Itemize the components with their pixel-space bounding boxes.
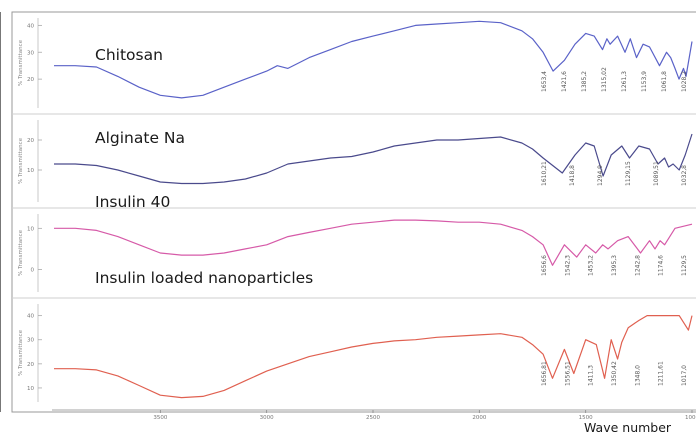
- x-tick-label: 2500: [366, 415, 380, 421]
- peak-label: 1153,9: [641, 71, 648, 92]
- peak-label: 1656,6: [541, 255, 548, 276]
- peak-label: 1656,81: [541, 361, 548, 386]
- peak-label: 1211,61: [658, 361, 665, 386]
- peak-label: 1348,0: [634, 365, 641, 386]
- peak-label: 1017,0: [681, 365, 688, 386]
- peak-label: 1174,6: [658, 255, 665, 276]
- y-axis-label: % Transmittance: [18, 137, 24, 184]
- x-tick-label: 1000: [685, 415, 696, 421]
- peak-label: 1610,21: [541, 161, 548, 186]
- y-axis-label: % Transmittance: [18, 39, 24, 86]
- y-axis-label: % Transmittance: [18, 229, 24, 276]
- y-tick-label: 10: [27, 386, 34, 392]
- y-tick-label: 20: [27, 138, 34, 144]
- spectrum-panel-0: 20 30 40 % Transmittance Chitosan 1653,4 1421,…: [18, 18, 693, 108]
- x-axis-label: Wave number: [584, 420, 672, 435]
- spectrum-line-2: [54, 219, 693, 266]
- peak-label: 1542,3: [564, 255, 571, 276]
- peak-label: 1418,8: [569, 165, 576, 186]
- peak-label: 1028,2: [681, 71, 688, 92]
- peak-label: 1129,5: [681, 255, 688, 276]
- spectrum-panel-1: 10 20% Transmittance Alginate Na 1610,21 141…: [12, 113, 696, 202]
- series-label-2: Insulin 40: [95, 193, 170, 211]
- peak-label: 1315,02: [601, 67, 608, 92]
- spectrum-line-3: [54, 315, 693, 399]
- y-tick-label: 30: [27, 338, 34, 344]
- spectrum-line-1: [54, 133, 693, 185]
- peak-label: 1350,42: [611, 361, 618, 386]
- peak-label: 1242,8: [634, 255, 641, 276]
- series-label-1: Alginate Na: [95, 129, 185, 147]
- peak-label: 1421,6: [561, 71, 568, 92]
- peak-label: 1032,8: [681, 165, 688, 186]
- peak-label: 1261,3: [621, 71, 628, 92]
- figure-frame: [11, 11, 696, 413]
- peak-label: 1395,3: [611, 255, 618, 276]
- spectrum-line-0: [54, 20, 693, 99]
- peak-label: 1294,9: [597, 165, 604, 186]
- y-tick-label: 40: [27, 23, 34, 29]
- y-tick-label: 0: [31, 267, 35, 273]
- y-tick-label: 20: [27, 77, 34, 83]
- series-label-3: Insulin loaded nanoparticles: [95, 269, 313, 287]
- y-tick-label: 30: [27, 50, 34, 56]
- peak-label: 1411,3: [588, 365, 595, 386]
- spectrum-panel-2: 0 10% Transmittance Insulin 40 1656,6 1542,3…: [12, 193, 696, 292]
- peak-label: 1385,2: [581, 71, 588, 92]
- peak-label: 1556,51: [564, 361, 571, 386]
- peak-label: 1061,8: [661, 71, 668, 92]
- y-tick-label: 10: [27, 226, 34, 232]
- x-tick-label: 3000: [260, 415, 274, 421]
- peak-label: 1129,15: [625, 161, 632, 186]
- y-tick-label: 10: [27, 168, 34, 174]
- x-tick-label: 1500: [579, 415, 593, 421]
- spectrum-panel-3: 10 20 30 40 % Transmittance Insulin loaded na…: [12, 269, 696, 402]
- peak-label: 1653,4: [541, 71, 548, 92]
- peak-label: 1453,2: [588, 255, 595, 276]
- x-tick-label: 2000: [472, 415, 486, 421]
- y-tick-label: 40: [27, 314, 34, 320]
- x-tick-label: 3500: [153, 415, 167, 421]
- series-label-0: Chitosan: [95, 46, 163, 64]
- peak-label: 1089,51: [653, 161, 660, 186]
- y-axis-label: % Transmittance: [18, 329, 24, 376]
- y-tick-label: 20: [27, 362, 34, 368]
